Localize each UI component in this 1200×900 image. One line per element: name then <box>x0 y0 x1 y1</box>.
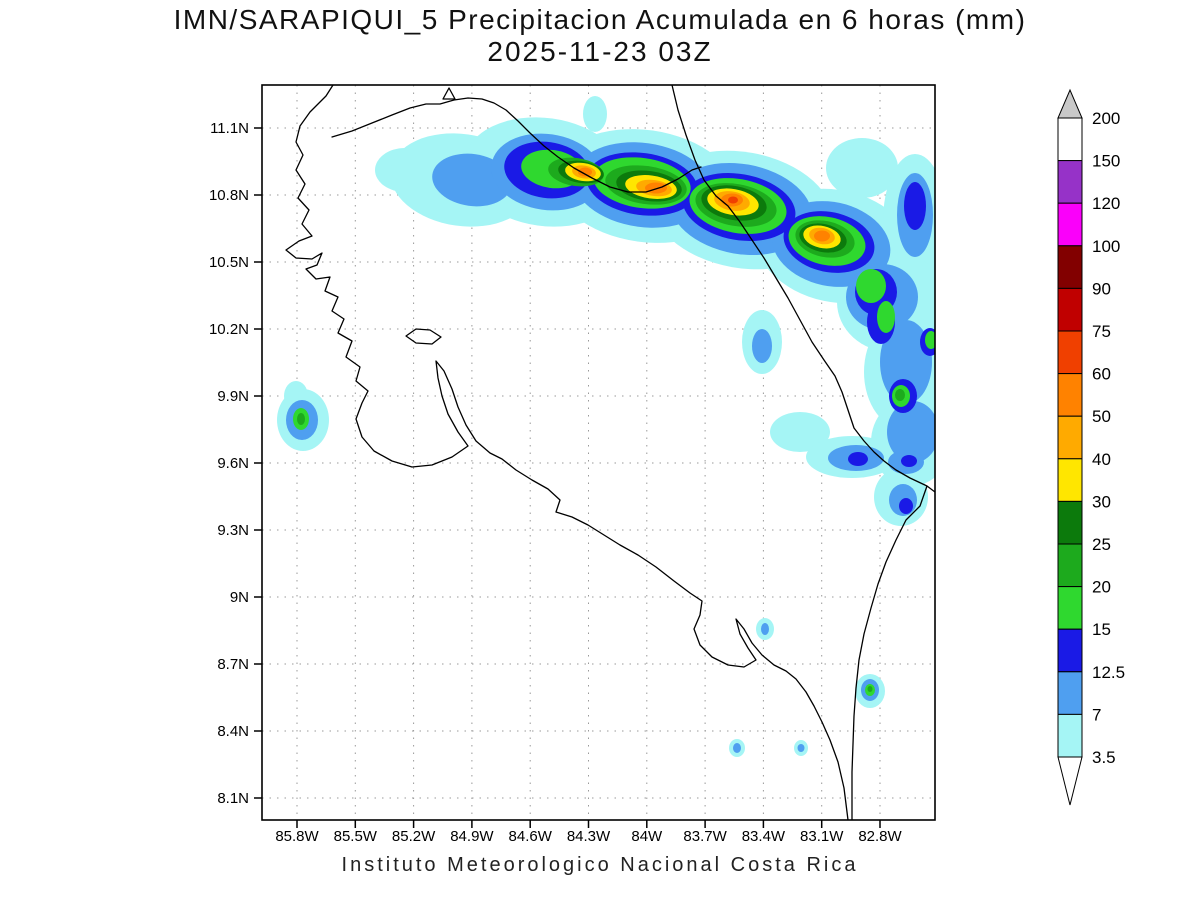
y-axis-tick-label: 10.8N <box>209 187 249 204</box>
y-axis-tick-label: 10.5N <box>209 254 249 271</box>
y-axis-tick-label: 10.2N <box>209 321 249 338</box>
colorbar-segment <box>1057 330 1083 375</box>
precip-contour-blob <box>877 301 895 333</box>
x-axis-tick-label: 82.8W <box>858 828 902 845</box>
colorbar-tick-label: 120 <box>1092 194 1120 213</box>
footer-attribution: Instituto Meteorologico Nacional Costa R… <box>341 854 859 876</box>
plot-frame <box>261 84 936 821</box>
x-axis-tick-label: 85.5W <box>334 828 378 845</box>
precip-contour-blob <box>578 167 592 177</box>
colorbar-tick-label: 90 <box>1092 279 1111 298</box>
y-axis-tick-label: 9.9N <box>217 388 249 405</box>
coastline-layer <box>285 85 935 820</box>
colorbar-tick-label: 150 <box>1092 152 1120 171</box>
axes: 85.8W 85.5W 85.2W 84.9W 84.6W 84.3W 84W 83.7W 83… <box>209 120 903 845</box>
precipitation-field <box>277 96 935 757</box>
precip-contour-blob <box>925 331 935 349</box>
y-axis-tick-label: 9.3N <box>217 522 249 539</box>
colorbar-segment <box>1057 160 1083 204</box>
precip-contour-blob <box>761 623 769 635</box>
pacific-coastline <box>285 85 849 820</box>
colorbar-segment <box>1057 586 1083 630</box>
colorbar-segment <box>1057 500 1083 545</box>
x-axis-tick-label: 84.9W <box>450 828 494 845</box>
colorbar-segment <box>1057 117 1083 162</box>
colorbar-tick-label: 50 <box>1092 407 1111 426</box>
precip-contour-blob <box>899 498 913 514</box>
colorbar-tick-label: 3.5 <box>1092 748 1116 767</box>
x-axis-tick-label: 84.6W <box>509 828 553 845</box>
y-axis-tick-label: 8.4N <box>217 723 249 740</box>
precip-contour-blob <box>733 743 741 753</box>
colorbar-segment <box>1057 713 1083 758</box>
precip-contour-blob <box>583 96 607 132</box>
y-axis-tick-label: 9.6N <box>217 455 249 472</box>
colorbar-tick-label: 40 <box>1092 450 1111 469</box>
x-axis-tick-label: 83.1W <box>800 828 844 845</box>
y-axis-tick-label: 9N <box>230 589 249 606</box>
x-axis-tick-label: 83.7W <box>683 828 727 845</box>
colorbar-segment <box>1057 458 1083 502</box>
precip-contour-blob <box>728 196 738 204</box>
colorbar-segment <box>1057 202 1083 247</box>
precip-contour-blob <box>297 413 305 425</box>
precip-contour-blob <box>895 389 905 401</box>
precip-level-50mm <box>578 167 830 242</box>
colorbar-segment <box>1057 245 1083 289</box>
colorbar-tick-label: 15 <box>1092 620 1111 639</box>
colorbar-tick-label: 100 <box>1092 237 1120 256</box>
colorbar-segment <box>1057 671 1083 715</box>
colorbar-tick-label: 75 <box>1092 322 1111 341</box>
precip-contour-blob <box>904 182 926 230</box>
x-axis-tick-label: 84W <box>631 828 663 845</box>
precip-contour-blob <box>797 744 805 752</box>
colorbar-legend: 200 150 120 100 90 75 60 50 40 30 25 20 15 12.5 7 3.5 <box>1057 88 1125 806</box>
colorbar-segment <box>1057 628 1083 673</box>
colorbar-cap-bottom <box>1057 756 1083 806</box>
x-axis-tick-label: 85.2W <box>392 828 436 845</box>
y-axis-tick-label: 8.1N <box>217 790 249 807</box>
colorbar-tick-label: 20 <box>1092 578 1111 597</box>
x-axis-tick-label: 85.8W <box>275 828 319 845</box>
precip-contour-blob <box>814 230 830 242</box>
colorbar-segment <box>1057 287 1083 332</box>
precip-contour-blob <box>867 686 873 692</box>
precip-contour-blob <box>848 452 868 466</box>
precip-level-60mm <box>728 196 738 204</box>
colorbar-tick-label: 12.5 <box>1092 663 1125 682</box>
x-axis-tick-label: 83.4W <box>742 828 786 845</box>
colorbar-segment <box>1057 543 1083 588</box>
colorbar-tick-label: 30 <box>1092 492 1111 511</box>
precip-contour-blob <box>887 401 935 463</box>
colorbar-tick-label: 60 <box>1092 365 1111 384</box>
precip-contour-blob <box>856 269 886 303</box>
colorbar-segment <box>1057 415 1083 460</box>
colorbar-tick-label: 25 <box>1092 535 1111 554</box>
lake-arenal-outline <box>405 328 442 345</box>
precip-contour-blob <box>880 320 932 404</box>
y-axis-tick-label: 8.7N <box>217 656 249 673</box>
precip-contour-blob <box>770 412 830 452</box>
lake-island-outline <box>442 87 456 100</box>
nicaragua-border <box>331 97 702 193</box>
x-axis-tick-label: 84.3W <box>567 828 611 845</box>
colorbar-segment <box>1057 373 1083 417</box>
precip-contour-blob <box>901 455 917 467</box>
figure-subtitle-datetime: 2025-11-23 03Z <box>487 36 713 67</box>
colorbar-cap-top <box>1057 88 1083 119</box>
caribbean-coastline-and-panama-border <box>671 85 935 820</box>
colorbar-tick-label: 7 <box>1092 705 1101 724</box>
colorbar-tick-label: 200 <box>1092 109 1120 128</box>
precip-contour-blob <box>826 138 898 198</box>
figure-title: IMN/SARAPIQUI_5 Precipitacion Acumulada … <box>173 4 1027 35</box>
precip-contour-blob <box>752 329 772 363</box>
y-axis-tick-label: 11.1N <box>210 120 249 137</box>
